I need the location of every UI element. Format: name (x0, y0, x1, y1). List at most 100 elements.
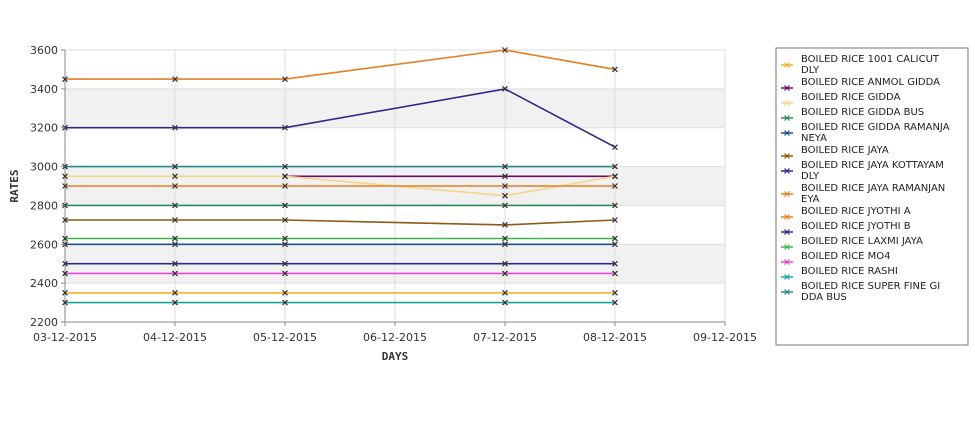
data-point-marker (612, 241, 618, 248)
legend-label: BOILED RICE SUPER FINE GI (801, 281, 940, 292)
data-point-marker (502, 192, 508, 199)
y-tick-label: 3200 (30, 122, 58, 135)
x-tick-label: 09-12-2015 (693, 331, 757, 344)
y-tick-label: 3600 (30, 44, 58, 57)
legend-item: BOILED RICE ANMOL GIDDA (781, 77, 940, 91)
data-point-marker (172, 124, 178, 131)
legend-swatch-marker (784, 229, 790, 235)
legend-label: BOILED RICE GIDDA (801, 92, 901, 103)
data-point-marker (502, 221, 508, 228)
data-point-marker (172, 260, 178, 267)
data-point-marker (502, 235, 508, 242)
data-point-marker (612, 260, 618, 267)
legend-item: BOILED RICE SUPER FINE GIDDA BUS (781, 281, 940, 303)
legend-swatch-marker (784, 214, 790, 220)
legend-label: BOILED RICE MO4 (801, 251, 891, 262)
data-point-marker (62, 183, 68, 189)
data-point-marker (282, 235, 288, 242)
data-point-marker (282, 173, 288, 180)
data-point-marker (282, 124, 288, 131)
data-point-marker (612, 235, 618, 242)
legend-item: BOILED RICE MO4 (781, 251, 891, 265)
data-point-marker (62, 289, 68, 296)
data-point-marker (502, 47, 508, 53)
legend-swatch-marker (784, 153, 790, 159)
data-point-marker (612, 217, 618, 223)
data-point-marker (502, 173, 508, 180)
data-point-marker (62, 299, 68, 306)
x-tick-label: 08-12-2015 (583, 331, 647, 344)
legend-label: BOILED RICE 1001 CALICUT (801, 54, 940, 65)
data-point-marker (502, 289, 508, 296)
data-point-marker (502, 183, 508, 189)
data-point-marker (282, 270, 288, 277)
data-point-marker (62, 76, 68, 83)
legend-item: BOILED RICE JAYA KOTTAYAM DLY (781, 160, 944, 182)
data-point-marker (612, 270, 618, 277)
legend-swatch-marker (784, 130, 790, 136)
legend-swatch-marker (784, 274, 790, 280)
data-point-marker (172, 289, 178, 296)
y-axis-title: RATES (8, 169, 21, 202)
legend-item: BOILED RICE JYOTHI B (781, 221, 911, 235)
data-point-marker (502, 299, 508, 306)
x-tick-label: 07-12-2015 (473, 331, 537, 344)
data-point-marker (612, 289, 618, 296)
data-point-marker (282, 76, 288, 83)
legend-swatch-marker (784, 100, 790, 106)
legend-label: BOILED RICE JYOTHI B (801, 221, 911, 232)
y-tick-label: 2600 (30, 238, 58, 251)
x-axis-title: DAYS (382, 350, 409, 363)
data-point-marker (172, 163, 178, 170)
data-point-marker (282, 299, 288, 306)
y-tick-label: 2800 (30, 199, 58, 212)
data-point-marker (282, 202, 288, 209)
data-point-marker (172, 241, 178, 248)
data-point-marker (612, 299, 618, 306)
legend-label: BOILED RICE JYOTHI A (801, 206, 911, 217)
x-tick-label: 06-12-2015 (363, 331, 427, 344)
data-point-marker (502, 85, 508, 92)
x-tick-label: 04-12-2015 (143, 331, 207, 344)
x-tick-label: 03-12-2015 (33, 331, 97, 344)
legend-swatch-marker (784, 85, 790, 91)
legend-label: NEYA (801, 133, 827, 144)
legend-item: BOILED RICE LAXMI JAYA (781, 236, 923, 250)
data-point-marker (172, 217, 178, 223)
legend-label: BOILED RICE JAYA KOTTAYAM (801, 160, 944, 171)
legend-item: BOILED RICE GIDDA BUS (781, 107, 924, 121)
x-tick-label: 05-12-2015 (253, 331, 317, 344)
data-point-marker (282, 163, 288, 170)
data-point-marker (502, 270, 508, 277)
data-point-marker (172, 183, 178, 189)
data-point-marker (282, 289, 288, 296)
data-point-marker (62, 270, 68, 277)
legend-swatch-marker (784, 259, 790, 265)
legend-item: BOILED RICE JYOTHI A (781, 206, 911, 220)
data-point-marker (62, 260, 68, 267)
legend-swatch-marker (784, 289, 790, 295)
legend-label: BOILED RICE ANMOL GIDDA (801, 77, 940, 88)
data-point-marker (62, 173, 68, 180)
data-point-marker (282, 183, 288, 189)
data-point-marker (612, 202, 618, 209)
data-point-marker (172, 202, 178, 209)
legend-label: BOILED RICE JAYA (801, 145, 889, 156)
data-point-marker (502, 202, 508, 209)
data-point-marker (502, 163, 508, 170)
data-point-marker (612, 144, 618, 151)
legend-label: BOILED RICE GIDDA RAMANJA (801, 122, 950, 133)
data-point-marker (502, 260, 508, 267)
data-point-marker (172, 76, 178, 83)
legend-label: EYA (801, 194, 820, 205)
data-point-marker (612, 183, 618, 189)
data-point-marker (282, 217, 288, 223)
legend-box (775, 47, 969, 346)
legend-item: BOILED RICE RASHI (781, 266, 898, 280)
data-point-marker (172, 270, 178, 277)
legend-swatch-marker (784, 62, 790, 68)
legend-item: BOILED RICE JAYA (781, 145, 889, 159)
data-point-marker (62, 235, 68, 242)
